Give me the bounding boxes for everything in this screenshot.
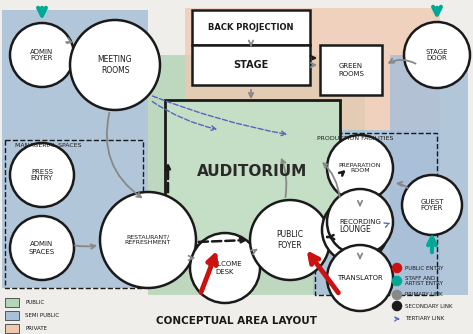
Bar <box>315 133 437 295</box>
Circle shape <box>100 192 196 288</box>
Bar <box>192 45 310 85</box>
Text: TERTIARY LINK: TERTIARY LINK <box>405 317 444 322</box>
Bar <box>165 100 340 245</box>
Circle shape <box>402 175 462 235</box>
Text: PUBLIC: PUBLIC <box>25 300 44 305</box>
Circle shape <box>10 216 74 280</box>
Circle shape <box>10 23 74 87</box>
Circle shape <box>393 277 401 285</box>
Text: MEETING
ROOMS: MEETING ROOMS <box>98 55 132 75</box>
Circle shape <box>322 197 388 263</box>
Text: RESTAURANT/
REFRESHMENT: RESTAURANT/ REFRESHMENT <box>125 234 171 245</box>
Bar <box>5 324 19 333</box>
Circle shape <box>190 233 260 303</box>
Bar <box>313 130 440 295</box>
Text: STAFF AND
ARTIST ENTRY: STAFF AND ARTIST ENTRY <box>405 276 443 286</box>
Circle shape <box>327 189 393 255</box>
Text: SECONDARY LINK: SECONDARY LINK <box>405 304 453 309</box>
Circle shape <box>250 200 330 280</box>
Text: PRESS
ENTRY: PRESS ENTRY <box>31 168 53 181</box>
Text: PUBLIC ENTRY: PUBLIC ENTRY <box>405 266 443 271</box>
Text: LOUNGE: LOUNGE <box>339 225 371 234</box>
Bar <box>390 55 468 295</box>
Text: STAGE
DOOR: STAGE DOOR <box>426 48 448 61</box>
Text: STAGE: STAGE <box>233 60 269 70</box>
Text: BACK PROJECTION: BACK PROJECTION <box>208 22 294 31</box>
Circle shape <box>393 264 401 272</box>
Text: PRODUCTION FACILITIES: PRODUCTION FACILITIES <box>317 136 394 141</box>
Bar <box>5 311 19 320</box>
Circle shape <box>327 135 393 201</box>
Text: PUBLIC
FOYER: PUBLIC FOYER <box>277 230 304 250</box>
Bar <box>192 10 310 45</box>
Text: RECORDING: RECORDING <box>339 219 381 225</box>
Circle shape <box>10 143 74 207</box>
Bar <box>185 8 440 130</box>
Text: SEMI PUBLIC: SEMI PUBLIC <box>25 313 59 318</box>
Text: GREEN
ROOMS: GREEN ROOMS <box>338 63 364 76</box>
Bar <box>5 298 19 307</box>
Circle shape <box>404 22 470 88</box>
Bar <box>5 140 143 288</box>
Circle shape <box>70 20 160 110</box>
Text: PREPARATION
ROOM: PREPARATION ROOM <box>339 163 381 173</box>
Circle shape <box>393 302 401 310</box>
Text: TRANSLATOR: TRANSLATOR <box>337 275 383 281</box>
Text: ADMIN
FOYER: ADMIN FOYER <box>30 48 53 61</box>
Bar <box>320 45 382 95</box>
Bar <box>2 10 148 288</box>
Text: AUDITORIUM: AUDITORIUM <box>197 165 307 179</box>
Text: ADMIN
SPACES: ADMIN SPACES <box>29 241 55 255</box>
Bar <box>148 55 365 295</box>
Text: PRIMARY LINK: PRIMARY LINK <box>405 293 443 298</box>
Circle shape <box>393 291 401 299</box>
Circle shape <box>327 245 393 311</box>
Text: MANAGERIAL SPACES: MANAGERIAL SPACES <box>15 143 81 148</box>
Text: PRIVATE: PRIVATE <box>25 326 47 331</box>
Text: CONCEPTUAL AREA LAYOUT: CONCEPTUAL AREA LAYOUT <box>156 316 316 326</box>
Text: GUEST
FOYER: GUEST FOYER <box>420 198 444 211</box>
Text: WELCOME
DESK: WELCOME DESK <box>207 262 243 275</box>
